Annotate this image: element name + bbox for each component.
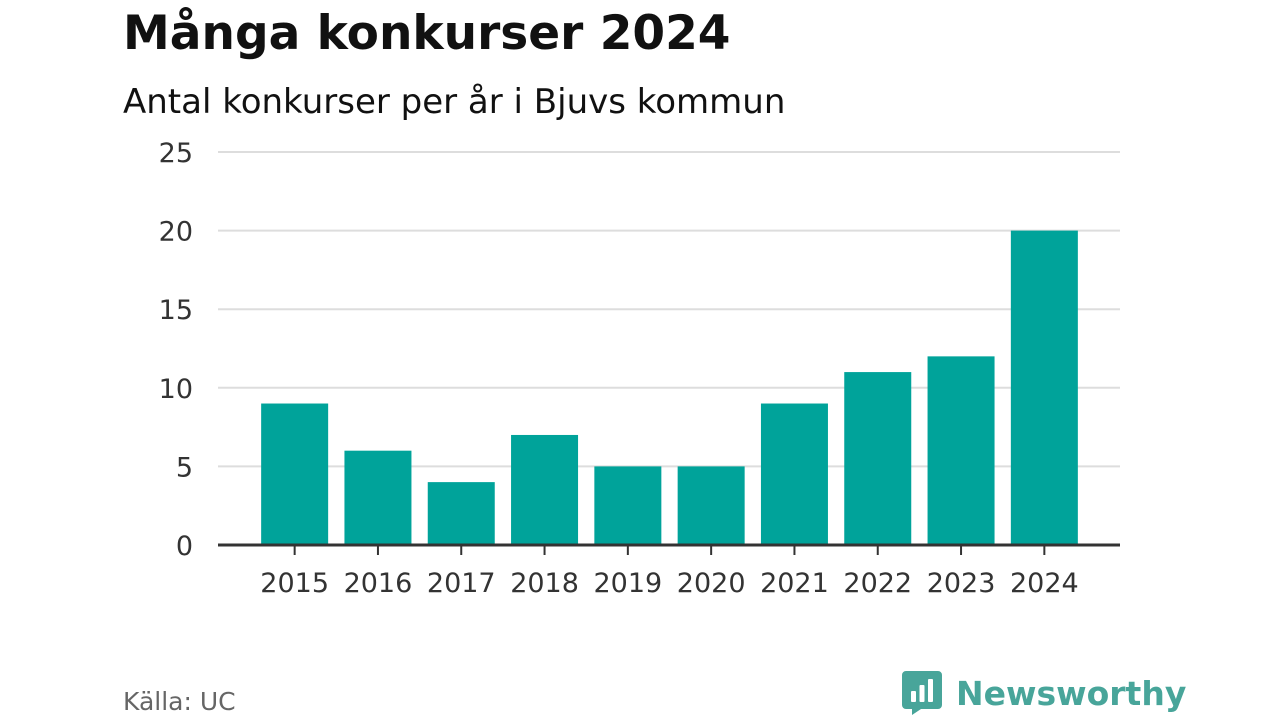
y-tick-label: 15 [159, 295, 193, 326]
newsworthy-logo: Newsworthy [902, 671, 1186, 715]
x-tick-label: 2020 [677, 568, 746, 599]
bar-2024 [1010, 230, 1078, 545]
chart-subtitle: Antal konkurser per år i Bjuvs kommun [123, 82, 786, 122]
bar-2015 [261, 403, 329, 545]
bar-2018 [511, 434, 579, 545]
y-axis-ticks: 0 5 10 15 20 25 [159, 138, 193, 562]
y-tick-label: 25 [159, 138, 193, 169]
x-tick-label: 2016 [344, 568, 413, 599]
bar-2023 [927, 356, 995, 545]
bar-2019 [594, 466, 662, 545]
x-axis-ticks: 2015 2016 2017 2018 2019 2020 2021 2022 2023 2024 [260, 545, 1079, 599]
bar-2016 [344, 450, 412, 545]
y-tick-label: 10 [159, 374, 193, 405]
bar-chart-speech-bubble-icon [902, 671, 942, 715]
bars [261, 230, 1078, 545]
bar-2017 [427, 482, 495, 545]
x-tick-label: 2017 [427, 568, 496, 599]
y-tick-label: 5 [176, 452, 193, 483]
x-tick-label: 2022 [843, 568, 912, 599]
y-tick-label: 20 [159, 217, 193, 248]
chart-title: Många konkurser 2024 [123, 6, 731, 61]
source-note: Källa: UC [123, 687, 236, 716]
bar-2020 [677, 466, 745, 545]
y-tick-label: 0 [176, 531, 193, 562]
x-tick-label: 2021 [760, 568, 829, 599]
x-tick-label: 2019 [593, 568, 662, 599]
brand-name: Newsworthy [956, 673, 1187, 713]
bar-2022 [844, 372, 912, 545]
x-tick-label: 2015 [260, 568, 329, 599]
bar-2021 [760, 403, 828, 545]
x-tick-label: 2024 [1010, 568, 1079, 599]
x-tick-label: 2023 [927, 568, 996, 599]
x-tick-label: 2018 [510, 568, 579, 599]
